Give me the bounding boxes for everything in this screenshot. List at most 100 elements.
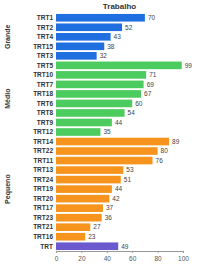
category-label: TRT11	[33, 157, 53, 164]
tick-mark	[56, 251, 57, 253]
data-label: 43	[114, 33, 122, 40]
chart-svg: 0 20 40 60 80 100 TRT1 TRT2 TRT4 TRT15 TRT3 TRT5 TRT…	[0, 0, 200, 264]
data-label: 32	[100, 52, 108, 59]
bar	[56, 100, 132, 108]
data-label: 80	[161, 147, 169, 154]
data-label: 27	[93, 223, 101, 230]
bar	[56, 195, 109, 203]
category-label: TRT3	[37, 52, 54, 59]
bar	[56, 62, 182, 70]
category-label: TRT14	[33, 138, 53, 145]
tick: 20	[78, 251, 86, 262]
data-label: 44	[115, 119, 123, 126]
data-label: 23	[88, 233, 96, 240]
bar	[56, 43, 104, 51]
bar	[56, 242, 118, 250]
bar	[56, 157, 153, 165]
tick: 0	[55, 251, 59, 262]
bar	[56, 90, 141, 98]
tick-label: 100	[178, 255, 189, 262]
tick-label: 80	[154, 255, 162, 262]
bar	[56, 23, 122, 31]
group-label: Grande	[4, 24, 11, 49]
axis-line	[57, 251, 184, 252]
category-label: TRT8	[37, 109, 54, 116]
category-label: TRT19	[33, 185, 53, 192]
data-labels: 7052433832997169676054443589807653514442…	[88, 14, 192, 249]
data-label: 36	[105, 214, 113, 221]
tick-label: 20	[78, 255, 86, 262]
bar	[56, 81, 144, 89]
bar	[56, 109, 125, 117]
category-label: TRT9	[37, 119, 54, 126]
tick: 60	[129, 251, 137, 262]
category-label: TRT6	[37, 100, 54, 107]
bar	[56, 214, 102, 222]
data-label: 67	[144, 90, 152, 97]
data-label: 51	[124, 176, 132, 183]
category-label: TRT17	[33, 204, 53, 211]
category-label: TRT15	[33, 43, 53, 50]
category-label: TRT18	[33, 90, 53, 97]
bars	[56, 14, 182, 250]
x-axis: 0 20 40 60 80 100	[55, 251, 190, 262]
category-label: TRT5	[37, 62, 54, 69]
bar	[56, 176, 121, 184]
data-label: 42	[112, 195, 120, 202]
bar	[56, 33, 111, 41]
plot: 0 20 40 60 80 100 TRT1 TRT2 TRT4 TRT15 TRT3 TRT5 TRT…	[33, 14, 192, 262]
bar	[56, 233, 85, 241]
tick-mark	[183, 251, 184, 253]
bar	[56, 119, 112, 127]
bar	[56, 128, 100, 136]
bar	[56, 166, 123, 174]
category-label: TRT2	[37, 24, 54, 31]
data-label: 60	[135, 100, 143, 107]
tick: 100	[178, 251, 189, 262]
tick-mark	[132, 251, 133, 253]
bar	[56, 138, 169, 146]
data-label: 49	[121, 243, 129, 250]
group-label: Pequeno	[4, 174, 12, 204]
category-label: TRT1	[37, 14, 54, 21]
bar	[56, 71, 146, 79]
tick-label: 0	[55, 255, 59, 262]
category-label: TRT13	[33, 166, 53, 173]
tick-mark	[158, 251, 159, 253]
data-label: 70	[148, 14, 156, 21]
tick-mark	[81, 251, 82, 253]
data-label: 89	[172, 138, 180, 145]
bar	[56, 147, 158, 155]
category-label: TRT20	[33, 195, 53, 202]
bar	[56, 223, 90, 231]
data-label: 52	[125, 24, 133, 31]
category-label: TRT	[40, 243, 53, 250]
bar	[56, 14, 145, 22]
tick: 80	[154, 251, 162, 262]
bar	[56, 185, 112, 193]
data-label: 76	[156, 157, 164, 164]
category-label: TRT21	[33, 223, 53, 230]
tick-label: 40	[104, 255, 112, 262]
category-label: TRT23	[33, 214, 53, 221]
chart-container: 0 20 40 60 80 100 TRT1 TRT2 TRT4 TRT15 TRT3 TRT5 TRT…	[0, 0, 200, 264]
data-label: 69	[147, 81, 155, 88]
category-label: TRT4	[37, 33, 54, 40]
tick-mark	[107, 251, 108, 253]
category-label: TRT16	[33, 233, 53, 240]
bar	[56, 204, 103, 212]
category-label: TRT12	[33, 128, 53, 135]
data-label: 35	[103, 128, 111, 135]
data-label: 38	[107, 43, 115, 50]
data-label: 99	[185, 62, 193, 69]
tick: 40	[104, 251, 112, 262]
category-label: TRT22	[33, 147, 53, 154]
category-label: TRT24	[33, 176, 53, 183]
data-label: 37	[106, 204, 114, 211]
category-label: TRT7	[37, 81, 54, 88]
data-label: 54	[128, 109, 136, 116]
data-label: 44	[115, 185, 123, 192]
group-label: Médio	[4, 89, 11, 109]
category-label: TRT10	[33, 71, 53, 78]
data-label: 53	[126, 166, 134, 173]
